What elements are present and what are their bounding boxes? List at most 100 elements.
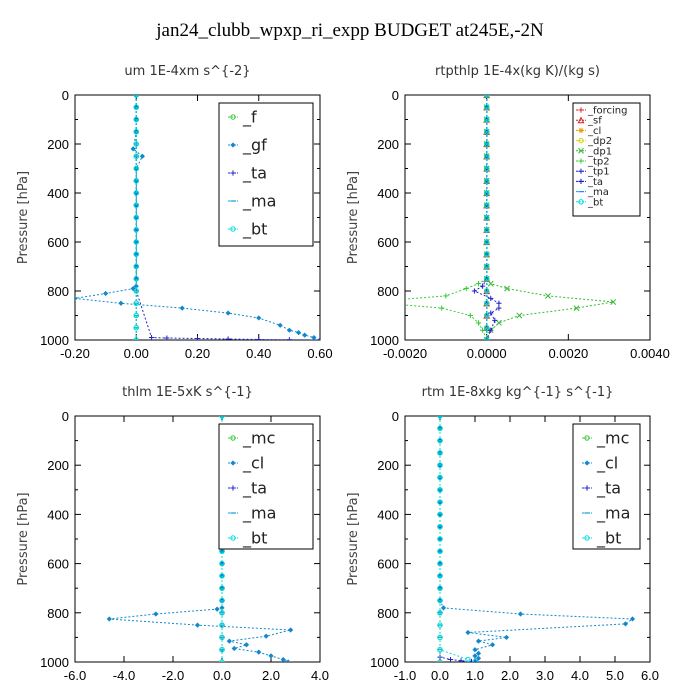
plot-title: rtm 1E-8xkg kg^{-1} s^{-1}: [422, 385, 614, 400]
x-tick-label: 0.40: [246, 346, 271, 361]
x-tick-label: 4.0: [311, 668, 329, 683]
data-point: [219, 610, 225, 616]
legend: _mc _cl _ta _ma _bt: [218, 423, 314, 550]
data-point: [277, 322, 283, 328]
data-point: [479, 283, 486, 289]
legend-marker: [230, 114, 236, 120]
data-point: [471, 288, 478, 294]
legend-marker: [230, 485, 236, 491]
legend-entry: _ma: [242, 192, 276, 212]
data-point: [133, 104, 139, 110]
data-point: [194, 622, 201, 628]
y-tick-label: 800: [47, 284, 69, 299]
data-point: [256, 315, 262, 321]
data-point: [483, 312, 490, 319]
data-point: [622, 621, 629, 627]
legend-box: [218, 423, 314, 550]
y-tick-label: 400: [47, 186, 69, 201]
data-point: [483, 178, 490, 184]
data-point: [226, 638, 232, 644]
data-point: [219, 573, 225, 579]
legend: _forcing_sf_cl_dp2_dp1_tp2_tp1_ta_ma_bt: [572, 102, 641, 217]
data-point: [467, 312, 473, 319]
y-tick-label: 1000: [40, 333, 69, 348]
legend-marker: [578, 158, 584, 164]
data-point: [133, 325, 139, 331]
legend-box: [572, 423, 641, 550]
data-point: [133, 312, 139, 319]
data-point: [463, 285, 469, 292]
data-point: [103, 290, 109, 297]
data-point: [133, 337, 139, 340]
y-tick-label: 0: [392, 88, 399, 103]
data-point: [133, 190, 139, 196]
data-point: [130, 146, 136, 152]
data-point: [214, 606, 220, 612]
x-tick-label: 2.0: [262, 668, 280, 683]
data-point: [437, 560, 443, 567]
plot-3: rtm 1E-8xkg kg^{-1} s^{-1} Pressure [hPa]…: [346, 385, 659, 683]
legend-entry: _f: [242, 108, 257, 128]
y-tick-label: 0: [62, 88, 69, 103]
data-point: [483, 276, 490, 282]
data-point: [475, 320, 482, 326]
x-tick-label: 1.0: [466, 668, 484, 683]
data-point: [487, 280, 494, 287]
data-point: [219, 416, 225, 419]
data-point: [243, 642, 250, 648]
x-tick-label: 0.0040: [630, 346, 670, 361]
x-tick-label: 5.0: [606, 668, 624, 683]
y-tick-label: 800: [47, 606, 69, 621]
legend-marker: [584, 535, 590, 541]
data-point: [268, 653, 274, 659]
data-point: [472, 653, 478, 659]
data-point: [437, 524, 443, 530]
data-point: [148, 334, 155, 340]
legend-marker: [578, 178, 584, 184]
data-point: [489, 642, 496, 648]
data-point: [458, 658, 464, 662]
data-point: [516, 312, 523, 319]
legend-marker: [578, 168, 584, 174]
x-tick-label: -4.0: [113, 668, 135, 683]
legend-box: [572, 102, 641, 217]
y-tick-label: 0: [392, 409, 399, 424]
x-tick-label: -0.0020: [383, 346, 427, 361]
data-point: [472, 659, 478, 662]
data-point: [133, 202, 139, 208]
legend-entry: _ta: [242, 479, 267, 499]
series-line-bt: [439, 416, 476, 662]
data-point: [280, 656, 286, 662]
plot-title: rtpthlp 1E-4x(kg K)/(kg s): [435, 64, 600, 79]
y-tick-label: 0: [62, 409, 69, 424]
data-point: [488, 295, 494, 301]
data-point: [437, 487, 443, 493]
data-point: [133, 300, 139, 306]
y-tick-label: 400: [377, 186, 399, 201]
legend-marker: [230, 460, 236, 466]
legend-entry: _bt: [242, 220, 267, 240]
x-tick-label: 3.0: [536, 668, 554, 683]
legend-entry: _bt: [587, 197, 603, 208]
data-point: [437, 474, 443, 481]
data-point: [133, 288, 139, 294]
data-point: [437, 450, 443, 456]
y-tick-label: 200: [377, 137, 399, 152]
data-point: [219, 585, 225, 591]
data-point: [194, 335, 201, 340]
data-point: [503, 634, 510, 640]
series-line-ta: [439, 416, 476, 662]
legend-entry: _dp2: [587, 136, 612, 147]
data-point: [317, 337, 320, 340]
y-tick-label: 1000: [370, 333, 399, 348]
data-point: [256, 336, 262, 340]
data-point: [610, 299, 617, 305]
data-point: [483, 300, 490, 306]
data-point: [130, 285, 136, 292]
data-point: [133, 263, 139, 270]
data-point: [302, 332, 308, 338]
x-tick-label: 0.0: [213, 668, 231, 683]
plot-1: rtpthlp 1E-4x(kg K)/(kg s) Pressure [hPa]…: [346, 64, 670, 361]
data-point: [483, 104, 490, 110]
legend-marker: [230, 170, 236, 176]
